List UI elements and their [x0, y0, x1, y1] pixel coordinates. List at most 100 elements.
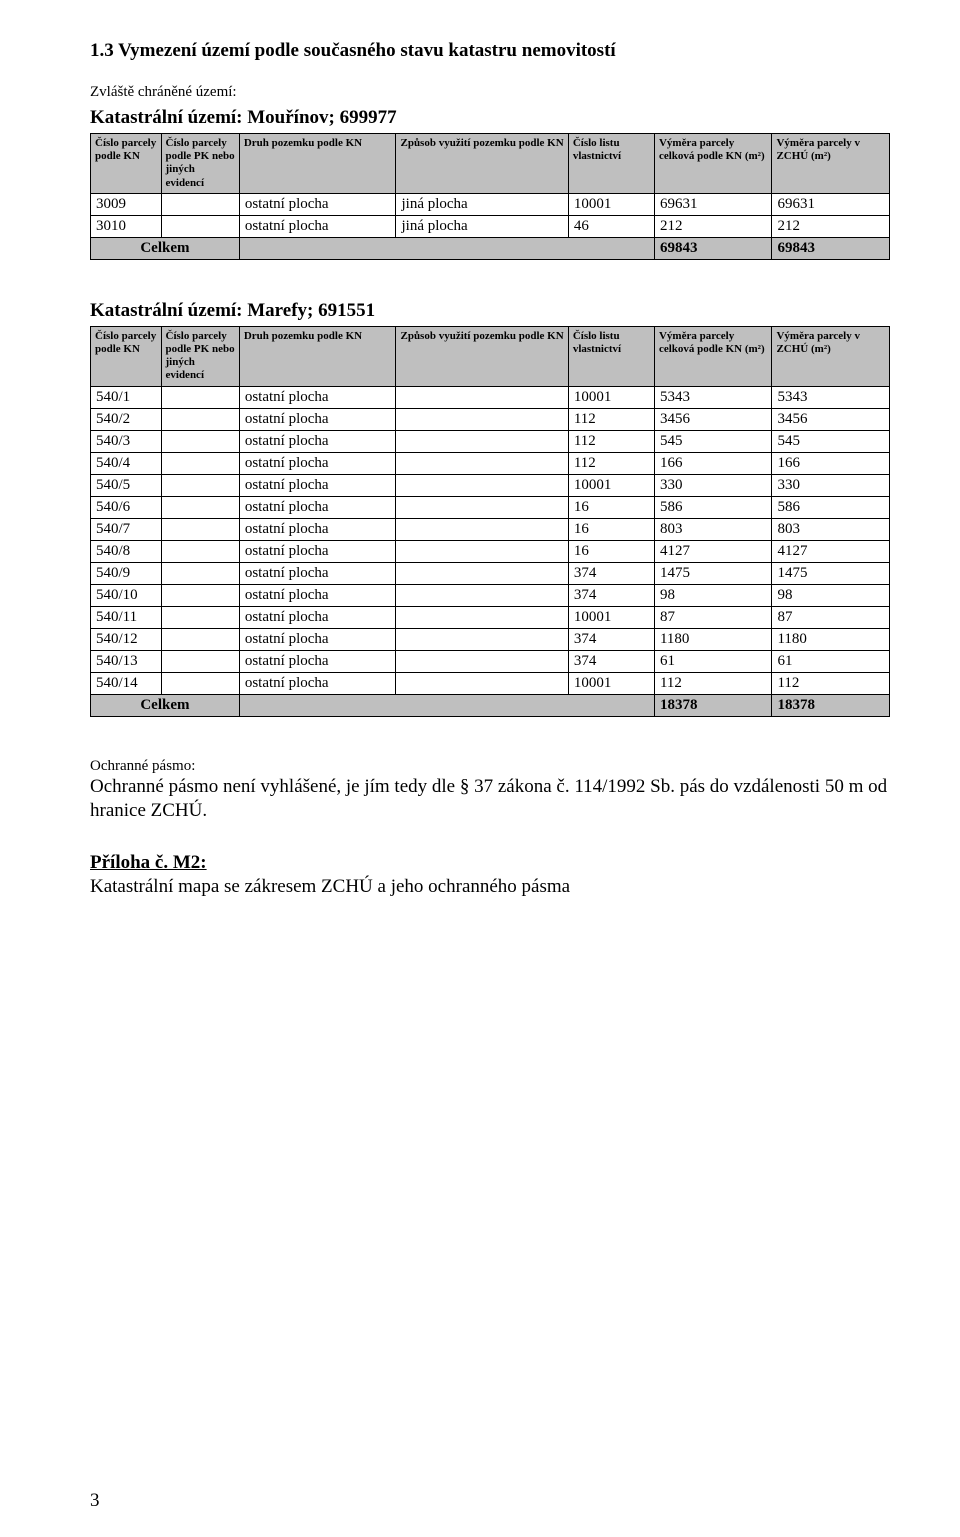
table-cell: 5343: [772, 386, 890, 408]
table-cell: [396, 386, 568, 408]
table-cell: [161, 193, 239, 215]
table-row: 540/5ostatní plocha10001330330: [91, 474, 890, 496]
sum-label: Celkem: [91, 694, 240, 716]
col-use: Způsob využití pozemku podle KN: [396, 326, 568, 386]
kat-heading-2: Katastrální území: Marefy; 691551: [90, 300, 890, 322]
table-cell: 166: [654, 452, 772, 474]
table-cell: jiná plocha: [396, 215, 568, 237]
table-cell: 1180: [654, 628, 772, 650]
table-cell: 540/1: [91, 386, 162, 408]
col-type: Druh pozemku podle KN: [239, 326, 396, 386]
table-row: 540/13ostatní plocha3746161: [91, 650, 890, 672]
table-cell: [161, 408, 239, 430]
col-area-zchu: Výměra parcely v ZCHÚ (m²): [772, 326, 890, 386]
table-cell: 3009: [91, 193, 162, 215]
table-cell: ostatní plocha: [239, 628, 396, 650]
table-cell: [396, 496, 568, 518]
appendix-text: Katastrální mapa se zákresem ZCHÚ a jeho…: [90, 875, 890, 899]
table-sum-row: Celkem1837818378: [91, 694, 890, 716]
col-type: Druh pozemku podle KN: [239, 134, 396, 194]
table-row: 3010ostatní plochajiná plocha46212212: [91, 215, 890, 237]
sub-label: Zvláště chráněné území:: [90, 84, 890, 101]
table-cell: 10001: [568, 606, 654, 628]
kat-heading-1: Katastrální území: Mouřínov; 699977: [90, 107, 890, 129]
table-cell: 1475: [654, 562, 772, 584]
table-cell: [161, 496, 239, 518]
table-row: 540/7ostatní plocha16803803: [91, 518, 890, 540]
table-cell: 540/14: [91, 672, 162, 694]
table-cell: 46: [568, 215, 654, 237]
table-mourinov: Číslo parcely podle KN Číslo parcely pod…: [90, 133, 890, 260]
table-cell: 540/2: [91, 408, 162, 430]
table-cell: 4127: [772, 540, 890, 562]
table-cell: 61: [772, 650, 890, 672]
table-cell: ostatní plocha: [239, 584, 396, 606]
table-cell: 112: [568, 408, 654, 430]
ochranne-pasmo-text: Ochranné pásmo není vyhlášené, je jím te…: [90, 775, 890, 823]
table-cell: ostatní plocha: [239, 496, 396, 518]
table-cell: 87: [654, 606, 772, 628]
table-cell: [396, 518, 568, 540]
table-sum-row: Celkem 6984369843: [91, 237, 890, 259]
table-cell: [161, 215, 239, 237]
table-cell: 1180: [772, 628, 890, 650]
sum-zchu: 69843: [772, 237, 890, 259]
page: 1.3 Vymezení území podle současného stav…: [0, 0, 960, 1537]
col-parcel-pk: Číslo parcely podle PK nebo jiných evide…: [161, 326, 239, 386]
table-cell: 540/9: [91, 562, 162, 584]
table-cell: 10001: [568, 474, 654, 496]
table-cell: ostatní plocha: [239, 430, 396, 452]
table-cell: 374: [568, 562, 654, 584]
table-cell: 3456: [654, 408, 772, 430]
sum-total: 18378: [654, 694, 772, 716]
table-cell: [396, 474, 568, 496]
table-cell: 112: [568, 430, 654, 452]
table-cell: [161, 650, 239, 672]
table-cell: [161, 628, 239, 650]
sum-label: Celkem: [91, 237, 240, 259]
table-header-row: Číslo parcely podle KN Číslo parcely pod…: [91, 134, 890, 194]
table-cell: 69631: [772, 193, 890, 215]
table-cell: [396, 540, 568, 562]
table-cell: [161, 474, 239, 496]
col-parcel-kn: Číslo parcely podle KN: [91, 326, 162, 386]
table-cell: [161, 452, 239, 474]
table-cell: [396, 628, 568, 650]
table-cell: [161, 540, 239, 562]
table-cell: [161, 430, 239, 452]
table-cell: [161, 562, 239, 584]
table-cell: 374: [568, 584, 654, 606]
section-heading: 1.3 Vymezení území podle současného stav…: [90, 40, 890, 62]
table-cell: [396, 430, 568, 452]
sum-spacer: [239, 237, 654, 259]
table-cell: [161, 386, 239, 408]
table-cell: 98: [772, 584, 890, 606]
table-row: 540/9ostatní plocha37414751475: [91, 562, 890, 584]
table-cell: 803: [772, 518, 890, 540]
table-cell: 10001: [568, 672, 654, 694]
page-number: 3: [90, 1490, 100, 1512]
table-cell: 545: [772, 430, 890, 452]
table-cell: 112: [568, 452, 654, 474]
table-cell: 330: [654, 474, 772, 496]
table-row: 3009ostatní plochajiná plocha10001696316…: [91, 193, 890, 215]
table-cell: 540/5: [91, 474, 162, 496]
table-cell: 540/10: [91, 584, 162, 606]
table-cell: 803: [654, 518, 772, 540]
sum-spacer: [239, 694, 654, 716]
table-cell: 545: [654, 430, 772, 452]
table-cell: ostatní plocha: [239, 452, 396, 474]
table-cell: [396, 650, 568, 672]
sum-total: 69843: [654, 237, 772, 259]
table-header-row: Číslo parcely podle KN Číslo parcely pod…: [91, 326, 890, 386]
table-cell: 61: [654, 650, 772, 672]
col-use: Způsob využití pozemku podle KN: [396, 134, 568, 194]
table-cell: 540/12: [91, 628, 162, 650]
table-cell: 374: [568, 650, 654, 672]
table-cell: [396, 584, 568, 606]
table-cell: 540/6: [91, 496, 162, 518]
table-cell: 166: [772, 452, 890, 474]
table-cell: jiná plocha: [396, 193, 568, 215]
table-cell: ostatní plocha: [239, 606, 396, 628]
table-cell: 3010: [91, 215, 162, 237]
